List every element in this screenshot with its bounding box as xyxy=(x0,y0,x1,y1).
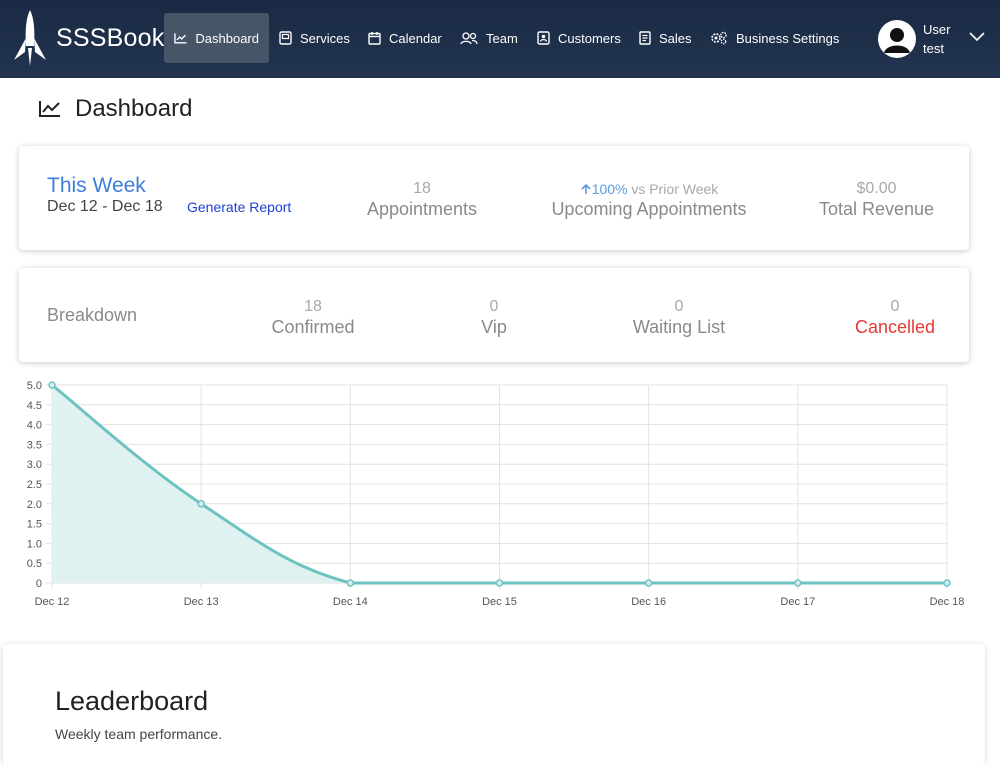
upcoming-label: Upcoming Appointments xyxy=(551,199,747,219)
nav-services[interactable]: Services xyxy=(269,13,360,63)
nav-sales-label: Sales xyxy=(659,30,692,46)
nav-team-label: Team xyxy=(486,30,518,46)
brand[interactable]: SSSBooky xyxy=(8,8,177,68)
nav-business-settings-label: Business Settings xyxy=(736,30,840,46)
y-tick-label: 0 xyxy=(36,578,42,590)
x-tick-label: Dec 14 xyxy=(333,596,368,608)
y-tick-label: 1.0 xyxy=(27,538,42,550)
services-book-icon xyxy=(279,31,292,45)
customers-contact-icon xyxy=(537,31,550,45)
y-tick-label: 2.0 xyxy=(27,499,42,511)
trend-indicator: 100% vs Prior Week xyxy=(524,180,774,198)
vip-label: Vip xyxy=(481,317,507,337)
x-tick-label: Dec 13 xyxy=(184,596,219,608)
leaderboard-subtitle: Weekly team performance. xyxy=(55,726,223,742)
waiting-list-label: Waiting List xyxy=(632,317,726,337)
nav-business-settings[interactable]: Business Settings xyxy=(700,13,849,63)
data-point xyxy=(346,579,355,587)
appointments-area-chart: 5.0 4.5 4.0 3.5 3.0 2.5 2.0 1.5 1.0 0.5 0 Dec 12 De… xyxy=(27,380,965,608)
page-title: Dashboard xyxy=(38,92,192,126)
chart-line-icon xyxy=(39,101,60,117)
series-area-fill xyxy=(52,385,947,583)
confirmed-value: 18 xyxy=(304,298,322,315)
nav-services-label: Services xyxy=(300,30,350,46)
data-point xyxy=(943,579,951,587)
arrow-up-icon xyxy=(581,183,591,194)
appointments-label: Appointments xyxy=(366,199,478,219)
chevron-down-icon[interactable] xyxy=(968,30,986,42)
breakdown-title: Breakdown xyxy=(47,305,138,325)
cancelled-value: 0 xyxy=(890,298,900,315)
data-point xyxy=(794,579,802,587)
data-point xyxy=(48,381,56,389)
nav-customers[interactable]: Customers xyxy=(527,13,631,63)
revenue-label: Total Revenue xyxy=(818,199,935,219)
team-users-icon xyxy=(460,31,478,44)
y-tick-label: 2.5 xyxy=(27,479,42,491)
rocket-logo-icon xyxy=(14,10,46,66)
confirmed-stat: 18 Confirmed xyxy=(249,298,377,338)
page-title-text: Dashboard xyxy=(75,95,193,122)
x-tick-label: Dec 16 xyxy=(631,596,666,608)
trend-text: vs Prior Week xyxy=(631,181,719,197)
sales-receipt-icon xyxy=(639,31,651,45)
data-point xyxy=(495,579,504,587)
y-tick-label: 4.0 xyxy=(27,420,42,432)
week-summary-card: This Week Dec 12 - Dec 18 Generate Repor… xyxy=(19,146,969,250)
calendar-icon xyxy=(368,32,381,45)
nav-sales[interactable]: Sales xyxy=(629,13,702,63)
x-tick-label: Dec 18 xyxy=(930,596,965,608)
gears-icon xyxy=(711,31,727,45)
waiting-list-stat: 0 Waiting List xyxy=(604,298,754,338)
waiting-list-value: 0 xyxy=(674,298,684,315)
y-tick-label: 3.0 xyxy=(27,459,42,471)
revenue-value: $0.00 xyxy=(856,180,897,197)
breakdown-card: Breakdown 18 Confirmed 0 Vip 0 Waiting L… xyxy=(19,268,969,362)
y-tick-label: 4.5 xyxy=(27,400,42,412)
data-point xyxy=(197,500,205,508)
nav-dashboard[interactable]: Dashboard xyxy=(164,13,269,63)
appointments-value: 18 xyxy=(413,180,431,197)
brand-name: SSSBooky xyxy=(56,23,178,52)
leaderboard-card: Leaderboard Weekly team performance. xyxy=(3,644,985,764)
cancelled-stat: 0 Cancelled xyxy=(834,298,956,338)
x-tick-label: Dec 17 xyxy=(780,596,815,608)
chart-line-icon xyxy=(174,33,187,44)
x-tick-label: Dec 12 xyxy=(35,596,70,608)
x-tick-label: Dec 15 xyxy=(482,596,517,608)
vip-value: 0 xyxy=(489,298,499,315)
y-tick-label: 0.5 xyxy=(27,558,42,570)
y-tick-label: 3.5 xyxy=(27,439,42,451)
user-menu[interactable]: User test xyxy=(878,18,950,60)
y-tick-label: 5.0 xyxy=(27,380,42,392)
leaderboard-title: Leaderboard xyxy=(55,686,209,716)
upcoming-stat: 100% vs Prior Week Upcoming Appointments xyxy=(524,180,774,220)
date-range: Dec 12 - Dec 18 xyxy=(47,198,163,215)
generate-report-link[interactable]: Generate Report xyxy=(187,199,292,215)
cancelled-label: Cancelled xyxy=(854,317,936,337)
nav-calendar-label: Calendar xyxy=(389,30,442,46)
nav-dashboard-label: Dashboard xyxy=(195,30,259,46)
data-point xyxy=(644,579,653,587)
vip-stat: 0 Vip xyxy=(449,298,539,338)
nav-calendar[interactable]: Calendar xyxy=(358,13,452,63)
nav-customers-label: Customers xyxy=(558,30,621,46)
user-avatar-icon xyxy=(878,20,916,58)
nav-team[interactable]: Team xyxy=(450,13,528,63)
confirmed-label: Confirmed xyxy=(271,317,355,337)
username: test xyxy=(923,41,944,56)
appointments-stat: 18 Appointments xyxy=(349,180,495,220)
user-label: User xyxy=(923,22,951,37)
trend-percent: 100% xyxy=(591,181,628,197)
y-tick-label: 1.5 xyxy=(27,519,42,531)
this-week-title: This Week xyxy=(47,174,146,197)
revenue-stat: $0.00 Total Revenue xyxy=(804,180,949,220)
top-navbar: SSSBooky Dashboard Services Calendar Tea… xyxy=(0,0,1000,78)
